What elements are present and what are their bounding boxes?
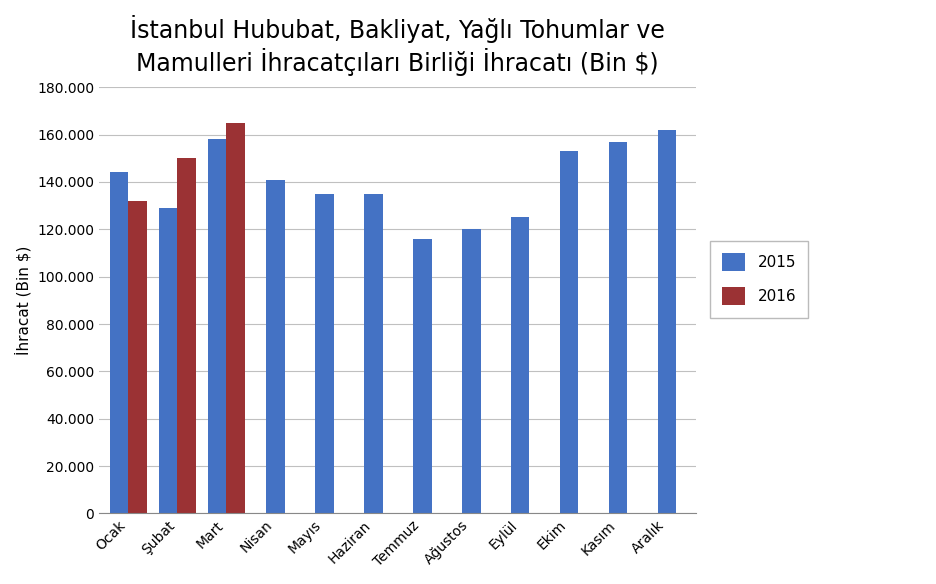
Bar bbox=[158, 208, 177, 513]
Bar bbox=[177, 158, 196, 513]
Bar bbox=[110, 172, 128, 513]
Bar bbox=[413, 239, 431, 513]
Bar bbox=[266, 180, 285, 513]
Bar bbox=[208, 140, 227, 513]
Bar bbox=[657, 130, 676, 513]
Legend: 2015, 2016: 2015, 2016 bbox=[709, 241, 808, 318]
Bar bbox=[314, 194, 333, 513]
Title: İstanbul Hububat, Bakliyat, Yağlı Tohumlar ve
Mamulleri İhracatçıları Birliği İh: İstanbul Hububat, Bakliyat, Yağlı Tohuml… bbox=[130, 15, 665, 75]
Bar bbox=[608, 142, 627, 513]
Bar bbox=[461, 230, 480, 513]
Bar bbox=[510, 217, 529, 513]
Bar bbox=[559, 151, 578, 513]
Y-axis label: İhracat (Bin $): İhracat (Bin $) bbox=[15, 246, 32, 355]
Bar bbox=[227, 123, 244, 513]
Bar bbox=[363, 194, 382, 513]
Bar bbox=[128, 201, 147, 513]
